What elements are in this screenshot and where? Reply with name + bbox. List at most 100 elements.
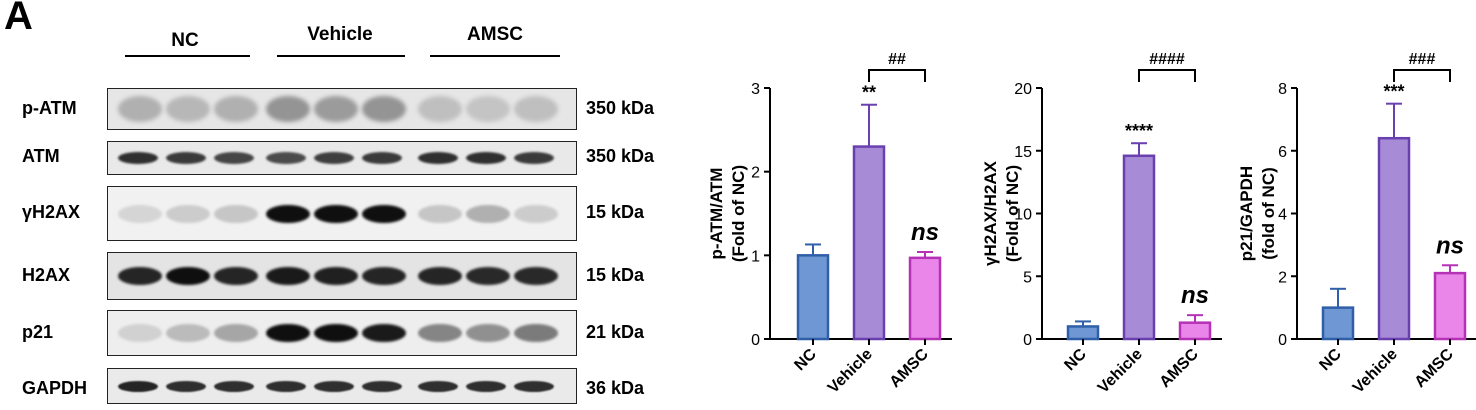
blot-band xyxy=(418,380,458,392)
y-tick-label: 2 xyxy=(1278,269,1287,286)
blot-band xyxy=(166,96,210,122)
blot-band xyxy=(166,204,210,223)
blot-band xyxy=(514,324,558,342)
blot-band xyxy=(418,96,462,122)
blot-band xyxy=(362,324,406,342)
y-axis-label: (Fold of NC) xyxy=(729,165,748,262)
y-tick-label: 5 xyxy=(1023,269,1032,286)
blot-strip-gamma-h2ax xyxy=(107,186,577,241)
blot-band xyxy=(466,380,506,392)
x-tick-label: Vehicle xyxy=(1350,346,1401,397)
y-tick-label: 3 xyxy=(751,81,760,98)
x-tick-label: AMSC xyxy=(886,345,932,391)
y-tick-label: 15 xyxy=(1014,144,1032,161)
significance-stars: *** xyxy=(1383,82,1404,102)
blot-strip-atm xyxy=(107,141,577,175)
x-tick-label: Vehicle xyxy=(1095,346,1146,397)
blot-band xyxy=(314,267,358,285)
comparison-bracket xyxy=(1393,69,1451,82)
y-tick-label: 8 xyxy=(1278,81,1287,98)
ns-label: ns xyxy=(1181,282,1209,309)
kda-label-p-atm: 350 kDa xyxy=(586,98,655,118)
comparison-bracket xyxy=(868,69,926,82)
blot-band xyxy=(166,324,210,342)
blot-band xyxy=(314,96,358,122)
blot-band xyxy=(314,380,354,392)
ns-label: ns xyxy=(1436,232,1464,259)
blot-band xyxy=(166,152,206,164)
blot-band xyxy=(514,96,558,122)
row-label-p21: p21 xyxy=(22,322,54,342)
blot-band xyxy=(118,380,158,392)
row-label-atm: ATM xyxy=(22,146,60,166)
bar-nc xyxy=(1321,306,1355,341)
blot-band xyxy=(466,96,510,122)
x-tick-label: NC xyxy=(1316,345,1345,374)
row-label-h2ax: H2AX xyxy=(22,265,71,285)
bar-nc xyxy=(1066,325,1100,341)
y-axis-label: (Fold of NC) xyxy=(1003,165,1022,262)
bar-vehicle xyxy=(852,145,886,341)
blot-band xyxy=(362,96,406,122)
blot-band xyxy=(418,324,462,342)
blot-band xyxy=(118,267,162,285)
blot-strip-gapdh xyxy=(107,368,577,404)
blot-band xyxy=(362,267,406,285)
blot-band xyxy=(418,152,458,164)
kda-label-atm: 350 kDa xyxy=(586,146,655,166)
y-axis-label: p-ATM/ATM xyxy=(707,168,726,260)
ns-label: ns xyxy=(911,219,939,246)
y-tick-label: 0 xyxy=(1278,332,1287,349)
blot-band xyxy=(514,380,554,392)
bar-vehicle xyxy=(1377,136,1411,341)
blot-band xyxy=(118,96,162,122)
y-tick-label: 20 xyxy=(1014,81,1032,98)
blot-band xyxy=(266,267,310,285)
x-tick-label: Vehicle xyxy=(825,346,876,397)
x-tick-label: NC xyxy=(1061,345,1090,374)
row-label-gapdh: GAPDH xyxy=(22,378,88,398)
blot-band xyxy=(266,152,306,164)
group-underline-nc xyxy=(125,55,250,57)
blot-band xyxy=(466,204,510,223)
blot-band xyxy=(214,96,258,122)
comparison-bracket xyxy=(1138,69,1196,82)
blot-band xyxy=(118,204,162,223)
blot-band xyxy=(118,324,162,342)
y-axis-label: γH2AX/H2AX xyxy=(981,160,1000,266)
blot-band xyxy=(514,267,558,285)
group-label-amsc: AMSC xyxy=(467,24,523,45)
group-label-nc: NC xyxy=(171,30,199,51)
bracket-hash-label: #### xyxy=(1149,51,1185,68)
y-tick-label: 0 xyxy=(1023,332,1032,349)
blot-band xyxy=(514,152,554,164)
blot-band xyxy=(314,152,354,164)
blot-band xyxy=(266,380,306,392)
kda-label-h2ax: 15 kDa xyxy=(586,265,645,285)
blot-band xyxy=(266,324,310,342)
blot-band xyxy=(214,380,254,392)
blot-band xyxy=(362,380,402,392)
blot-band xyxy=(418,204,462,223)
blot-band xyxy=(214,324,258,342)
y-tick-label: 2 xyxy=(751,165,760,182)
blot-band xyxy=(314,324,358,342)
blot-band xyxy=(214,267,258,285)
blot-band xyxy=(166,380,206,392)
bar-amsc xyxy=(1433,271,1467,341)
bar-nc xyxy=(796,254,830,341)
bar-vehicle xyxy=(1122,154,1156,341)
y-tick-label: 4 xyxy=(1278,207,1287,224)
y-axis-label: p21/GAPDH xyxy=(1237,166,1256,261)
blot-strip-p-atm xyxy=(107,88,577,130)
blot-band xyxy=(214,152,254,164)
bracket-hash-label: ### xyxy=(1409,51,1436,68)
kda-label-gapdh: 36 kDa xyxy=(586,378,645,398)
blot-band xyxy=(166,267,210,285)
significance-stars: ** xyxy=(862,83,876,103)
blot-band xyxy=(266,204,310,223)
bar-amsc xyxy=(908,256,942,341)
y-tick-label: 1 xyxy=(751,248,760,265)
blot-band xyxy=(362,204,406,223)
